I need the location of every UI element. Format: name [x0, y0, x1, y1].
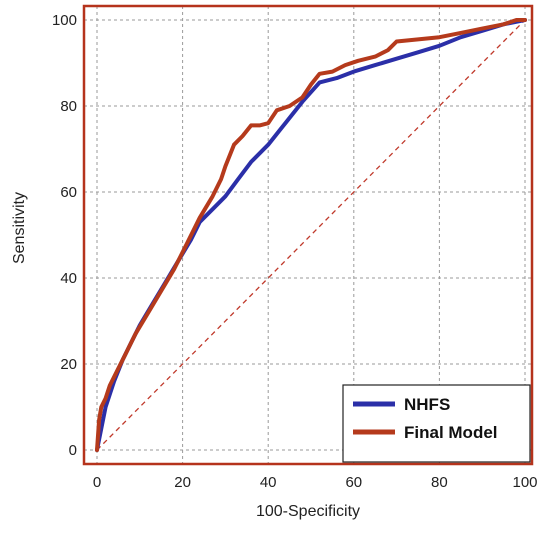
y-tick-label: 60 — [60, 184, 77, 201]
legend-label-nhfs: NHFS — [404, 395, 450, 414]
y-tick-label: 80 — [60, 98, 77, 115]
x-tick-label: 20 — [174, 474, 191, 491]
x-tick-label: 40 — [260, 474, 277, 491]
x-tick-labels: 0 20 40 60 80 100 — [93, 474, 538, 491]
y-tick-label: 0 — [69, 442, 77, 459]
y-tick-label: 20 — [60, 356, 77, 373]
x-tick-label: 80 — [431, 474, 448, 491]
series-line-final-model — [95, 18, 527, 452]
x-tick-label: 60 — [345, 474, 362, 491]
grid — [84, 6, 532, 464]
y-tick-label: 40 — [60, 270, 77, 287]
x-tick-label: 0 — [93, 474, 101, 491]
reference-diagonal-line — [96, 19, 526, 451]
series-group — [95, 18, 527, 452]
y-axis-title: Sensitivity — [11, 192, 28, 264]
x-tick-label: 100 — [512, 474, 537, 491]
x-axis-title: 100-Specificity — [256, 503, 360, 520]
y-tick-label: 100 — [52, 12, 77, 29]
plot-frame — [82, 4, 534, 466]
legend-box — [342, 384, 531, 463]
legend: NHFS Final Model — [342, 384, 531, 463]
legend-label-final-model: Final Model — [404, 423, 498, 442]
y-tick-labels: 0 20 40 60 80 100 — [52, 12, 77, 459]
